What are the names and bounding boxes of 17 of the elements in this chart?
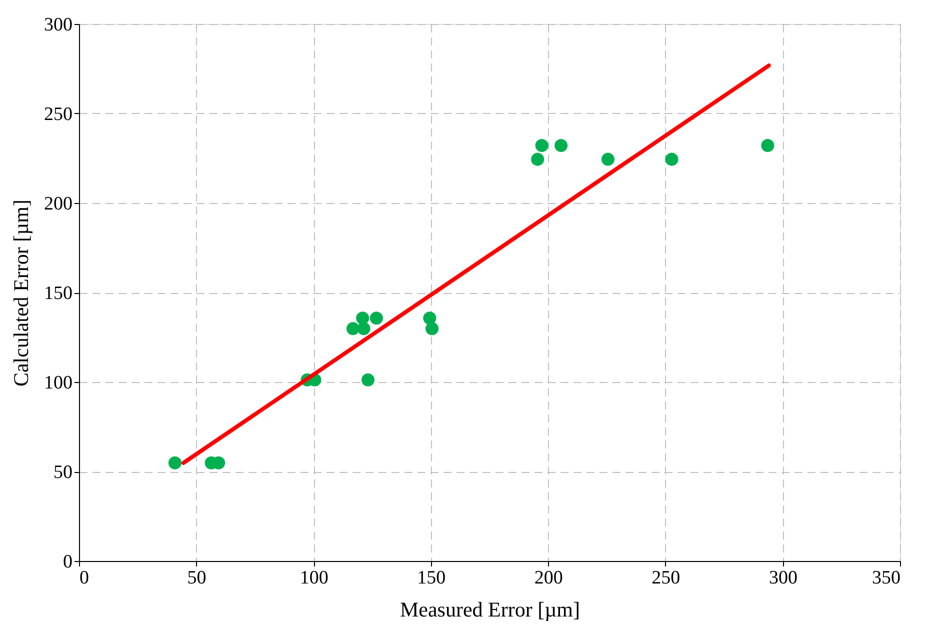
y-tick-label: 250 xyxy=(44,104,72,125)
x-tick-label: 200 xyxy=(534,568,563,588)
y-tick-label: 50 xyxy=(54,462,72,483)
x-tick-label: 150 xyxy=(417,568,446,588)
x-tick-label: 350 xyxy=(872,568,900,588)
x-tick-label: 50 xyxy=(187,568,206,588)
y-tick-label: 200 xyxy=(44,194,72,214)
x-tick-label: 0 xyxy=(80,568,89,588)
y-tick-label: 0 xyxy=(63,552,72,572)
x-tick-label: 100 xyxy=(300,568,328,588)
y-tick-label: 300 xyxy=(44,14,72,36)
x-tick-label: 300 xyxy=(768,568,798,588)
y-axis-title: Calculated Error [µm] xyxy=(9,199,33,387)
x-axis-title: Measured Error [µm] xyxy=(400,598,580,622)
y-tick-label: 100 xyxy=(44,372,72,394)
x-tick-label: 250 xyxy=(652,568,680,588)
y-tick-label: 150 xyxy=(44,283,72,304)
